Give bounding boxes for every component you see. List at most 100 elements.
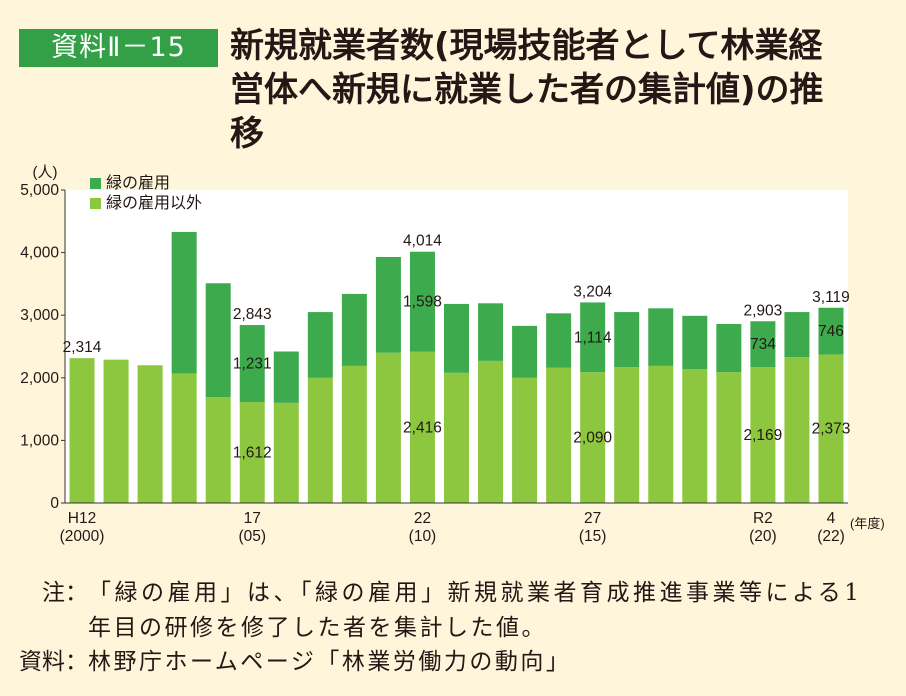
bar-segment-other-employment [478,360,504,503]
legend-swatch-green-employment [90,177,101,189]
bar-segment-green-employment [171,231,197,374]
bar-segment-green-employment [682,315,708,370]
bar-segment-other-employment [444,372,469,503]
bar-segment-other-employment [205,397,231,503]
legend: 緑の雇用 緑の雇用以外 [90,173,202,213]
legend-swatch-other-employment [90,197,101,209]
bar-segment-other-employment [546,367,572,503]
data-label-green-employment: 746 [818,323,844,340]
bar-segment-green-employment [614,312,640,368]
bar-segment-other-employment [614,367,640,503]
notes: 注： 「緑の雇用」は、「緑の雇用」新規就業者育成推進事業等による1 年目の研修を… [0,576,906,680]
bar-segment-other-employment [409,351,435,503]
note-line: 年目の研修を修了した者を集計した値。 [88,614,547,641]
x-tick-sublabel: (05) [238,528,266,545]
data-label-other-employment: 1,612 [233,445,272,462]
source-label: 資料： [19,649,88,675]
note-row: 注： 「緑の雇用」は、「緑の雇用」新規就業者育成推進事業等による1 年目の研修を… [0,576,906,645]
data-label-other-employment: 2,373 [812,421,851,438]
bar-segment-green-employment [784,312,810,358]
bar-segment-other-employment [375,352,401,503]
bar-segment-green-employment [580,302,606,373]
data-label-total: 3,119 [812,289,850,306]
data-label-total: 2,903 [743,302,782,319]
bar-segment-other-employment [273,402,299,503]
note-line: 「緑の雇用」は、「緑の雇用」新規就業者育成推進事業等による1 [88,580,863,606]
x-tick-label: 17 [244,510,261,527]
legend-label: 緑の雇用以外 [106,193,203,212]
y-tick-label: 1,000 [20,432,59,449]
bar-segment-other-employment [682,369,708,503]
x-tick-label: H12 [68,510,96,527]
y-tick-label: 2,000 [20,370,59,387]
legend-label: 緑の雇用 [106,173,171,192]
data-label-other-employment: 2,169 [743,427,782,444]
bar-segment-other-employment [580,372,606,503]
x-tick-sublabel: (2000) [60,528,105,545]
x-tick-label: 4 [827,510,836,527]
figure-number-badge: 資料Ⅱ－15 [19,29,218,67]
bar-segment-other-employment [341,365,367,503]
data-label-green-employment: 734 [750,336,776,353]
data-label-total: 4,014 [403,233,442,250]
bar-segment-green-employment [307,312,333,378]
bar-segment-green-employment [818,307,844,355]
legend-item-green-employment: 緑の雇用 [90,173,202,193]
bar-segment-green-employment [444,303,469,373]
bar-segment-green-employment [375,256,401,353]
note-label: 注： [42,580,88,606]
bar-segment-green-employment [239,325,265,403]
x-tick-sublabel: (15) [579,528,607,545]
x-tick-label: 27 [584,510,601,527]
bar-segment-other-employment [716,372,742,503]
bar-segment-other-employment [137,365,163,503]
y-axis-unit-label: (人) [33,164,58,181]
bar-chart: 0 1,000 2,000 3,000 4,000 5,000(人) (年度) H12(200… [20,164,885,545]
note-body: 「緑の雇用」は、「緑の雇用」新規就業者育成推進事業等による1 年目の研修を修了し… [88,576,862,645]
legend-item-other-employment: 緑の雇用以外 [90,193,202,213]
bar-segment-other-employment [784,357,810,503]
chart-title-line: 移 [230,114,264,154]
chart-title-line: 新規就業者数(現場技能者として林業経 [230,26,823,66]
bar-segment-other-employment [171,373,197,503]
bar-segment-other-employment [103,359,129,503]
bar-segment-other-employment [307,377,333,503]
data-label-total: 2,314 [63,339,102,356]
data-label-green-employment: 1,231 [233,356,272,373]
bar-segment-green-employment [205,283,231,398]
x-tick-sublabel: (10) [409,528,437,545]
data-label-total: 2,843 [233,306,272,323]
bar-segment-other-employment [818,354,844,503]
data-label-green-employment: 1,114 [574,329,612,346]
chart-title-line: 営体へ新規に就業した者の集計値)の推 [230,70,824,110]
data-label-total: 3,204 [573,283,612,300]
x-tick-label: 22 [414,510,431,527]
bar-segment-green-employment [750,321,776,368]
bar-segment-green-employment [409,251,435,352]
data-label-other-employment: 2,416 [403,419,442,436]
bar-segment-other-employment [512,377,538,503]
bar-segment-other-employment [648,365,674,503]
source-text: 林野庁ホームページ「林業労働力の動向」 [88,649,572,675]
x-tick-sublabel: (20) [749,528,777,545]
bar-segment-green-employment [341,293,367,366]
bar-segment-green-employment [512,325,538,378]
bar-segment-green-employment [648,308,674,366]
bar-segment-other-employment [750,367,776,503]
x-tick-sublabel: (22) [817,528,845,545]
y-tick-label: 4,000 [20,245,59,262]
bar-segment-green-employment [273,351,299,403]
data-label-other-employment: 2,090 [573,430,612,447]
bar-segment-green-employment [716,323,742,373]
y-tick-label: 5,000 [20,182,59,199]
x-axis-unit-label: (年度) [850,516,885,531]
source-row: 資料： 林野庁ホームページ「林業労働力の動向」 [0,645,906,680]
bar-segment-green-employment [546,313,572,368]
bar-segment-other-employment [239,402,265,503]
bar-segment-green-employment [478,303,504,361]
data-label-green-employment: 1,598 [403,294,442,311]
y-tick-label: 0 [50,495,59,512]
bar-segment-other-employment [69,358,95,503]
chart-title: 新規就業者数(現場技能者として林業経 営体へ新規に就業した者の集計値)の推 移 [230,24,824,156]
